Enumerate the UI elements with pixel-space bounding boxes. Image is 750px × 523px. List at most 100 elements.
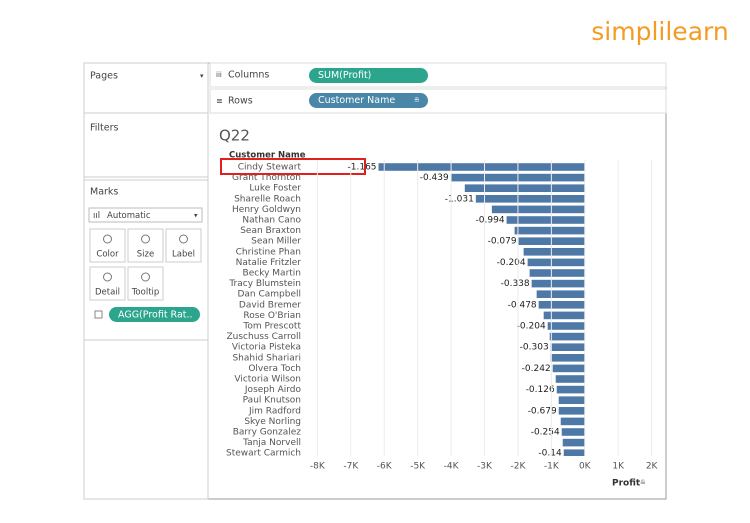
x-tick-label: -2K [510, 462, 526, 472]
x-tick-label: -4K [444, 462, 460, 472]
data-label: -0.126 [526, 385, 555, 395]
row-label: Paul Knutson [243, 396, 301, 406]
row-label: Natalie Fritzler [236, 258, 302, 268]
bar [523, 248, 585, 256]
row-label: Jim Radford [248, 406, 301, 416]
row-label: Tom Prescott [242, 322, 301, 332]
mark-type-icon: ııl [93, 211, 100, 221]
row-label: Luke Foster [249, 184, 301, 194]
marks-pill[interactable] [109, 307, 200, 322]
marks-label: Marks [90, 187, 118, 198]
row-label: Olvera Toch [248, 364, 301, 374]
row-label: Grant Thornton [232, 173, 301, 183]
row-label: Rose O'Brian [243, 311, 301, 321]
row-label: Sharelle Roach [234, 194, 301, 204]
bar [506, 216, 585, 224]
mark-button-icon [103, 234, 112, 244]
rows-pill[interactable] [309, 93, 428, 108]
mark-button-icon [141, 234, 150, 244]
row-label: Barry Gonzalez [233, 428, 302, 438]
row-label: Dan Campbell [237, 290, 301, 300]
mark-button-label: Size [137, 250, 154, 260]
y-axis-title: Customer Name [229, 151, 306, 161]
marks-pill-text: AGG(Profit Rat.. [118, 310, 193, 321]
data-label: -0.242 [522, 364, 551, 374]
row-label: Stewart Carmich [226, 449, 301, 459]
rows-label: Rows [228, 96, 253, 107]
row-label: Sean Braxton [240, 226, 301, 236]
row-label: David Bremer [239, 300, 301, 310]
filters-label: Filters [90, 123, 119, 134]
bar [549, 332, 585, 341]
bar [556, 385, 585, 394]
data-label: -0.079 [488, 237, 517, 247]
mark-type: Automatic [107, 211, 151, 221]
bar [527, 258, 585, 267]
row-label: Joseph Airdo [244, 385, 302, 395]
columns-icon: iii [216, 71, 222, 79]
bar [464, 184, 585, 192]
row-label: Shahid Shariari [232, 353, 301, 363]
data-label: -0.303 [520, 343, 549, 353]
dropdown-icon[interactable]: ▾ [200, 72, 204, 80]
mark-type-select[interactable] [88, 207, 203, 223]
chart-title: Q22 [219, 127, 250, 145]
mark-button[interactable] [127, 228, 164, 263]
x-tick-label: 2K [646, 462, 659, 472]
bar [555, 375, 585, 383]
data-label: -0.338 [501, 279, 530, 289]
columns-shelf [209, 62, 667, 88]
bar [531, 279, 585, 288]
x-tick-label: 0K [579, 462, 592, 472]
pages-label: Pages [90, 71, 118, 82]
bar [538, 301, 585, 309]
row-label: Sean Miller [251, 237, 301, 247]
row-label: Becky Martin [243, 269, 301, 279]
mark-button-icon [141, 272, 150, 282]
rows-icon: ≡ [216, 97, 223, 106]
mark-button-label: Detail [95, 288, 120, 298]
logo: simplilearn [591, 17, 728, 46]
sort-icon: ≞ [640, 479, 646, 487]
pill-icon [94, 310, 103, 319]
row-label: Victoria Pisteka [232, 343, 301, 353]
bar [563, 449, 585, 456]
mark-button-label: Color [96, 250, 119, 260]
data-label: -0.204 [497, 258, 526, 268]
data-label: -0.204 [517, 322, 546, 332]
data-label: -0.679 [528, 406, 557, 416]
data-label: -1.031 [445, 194, 474, 204]
bar [529, 269, 585, 277]
row-label: Tracy Blumstein [228, 279, 301, 289]
data-label: -1.165 [348, 163, 377, 173]
bar [562, 438, 585, 447]
bar [550, 354, 585, 362]
mark-button-icon [179, 234, 188, 244]
columns-pill-text: SUM(Profit) [318, 70, 371, 81]
bar [561, 428, 585, 436]
columns-pill[interactable] [309, 68, 428, 83]
row-label: Zuschuss Carroll [226, 332, 301, 342]
data-label: -0.14 [538, 449, 562, 459]
data-label: -0.439 [420, 173, 449, 183]
sort-icon: ≞ [414, 97, 420, 105]
dropdown-icon: ▾ [194, 212, 198, 220]
bar [514, 226, 585, 235]
x-axis-title: Profit [612, 479, 641, 489]
rows-pill-text: Customer Name [318, 95, 395, 106]
row-label: Victoria Wilson [234, 375, 301, 385]
mark-button-icon [103, 272, 112, 282]
data-label: -0.478 [508, 300, 537, 310]
row-label: Henry Goldwyn [232, 205, 301, 215]
highlight-box [220, 158, 366, 175]
data-label: -0.254 [531, 428, 560, 438]
rows-shelf [209, 88, 667, 114]
row-label: Christine Phan [236, 247, 301, 257]
mark-button-label: Label [172, 250, 195, 260]
bar [475, 195, 585, 203]
row-label: Cindy Stewart [238, 163, 302, 173]
bar [543, 311, 585, 320]
bar [547, 322, 585, 330]
bar [558, 407, 585, 415]
